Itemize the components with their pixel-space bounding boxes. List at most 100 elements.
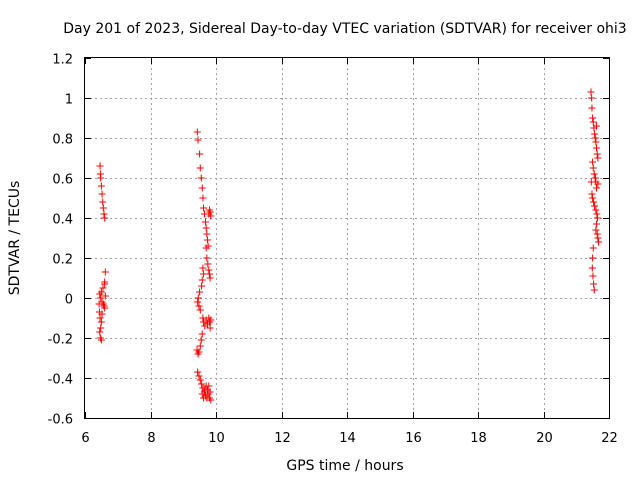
data-point — [593, 230, 601, 238]
data-point — [99, 198, 107, 206]
data-point — [200, 204, 208, 212]
data-point — [588, 94, 596, 102]
data-point — [99, 204, 107, 212]
data-point — [590, 170, 598, 178]
plot-frame — [84, 57, 610, 419]
data-point — [196, 306, 204, 314]
data-point — [593, 210, 601, 218]
y-tick-label: -0.4 — [48, 373, 73, 388]
data-point — [202, 244, 210, 252]
data-point — [204, 260, 212, 268]
data-point — [194, 368, 202, 376]
data-point — [196, 164, 204, 172]
data-point — [590, 286, 598, 294]
data-point — [200, 394, 208, 402]
data-point — [592, 226, 600, 234]
data-point — [98, 190, 106, 198]
data-point — [196, 150, 204, 158]
data-point — [193, 128, 201, 136]
x-tick-label: 16 — [405, 431, 422, 446]
y-tick-label: 1.2 — [52, 53, 73, 68]
y-tick-label: 0.8 — [52, 133, 73, 148]
data-point — [594, 180, 602, 188]
x-tick-label: 6 — [81, 431, 89, 446]
y-tick-label: 0.2 — [52, 253, 73, 268]
data-point — [206, 324, 214, 332]
data-point — [97, 336, 105, 344]
chart-title: Day 201 of 2023, Sidereal Day-to-day VTE… — [63, 21, 626, 37]
data-point — [198, 390, 206, 398]
data-point — [198, 276, 206, 284]
data-point — [99, 284, 107, 292]
data-point — [593, 220, 601, 228]
data-point — [193, 346, 201, 354]
data-point — [96, 314, 104, 322]
data-point — [206, 388, 214, 396]
data-point — [199, 194, 207, 202]
data-point — [98, 310, 106, 318]
x-tick-label: 20 — [536, 431, 553, 446]
data-point — [590, 198, 598, 206]
data-point — [206, 274, 214, 282]
data-point — [101, 214, 109, 222]
data-point — [194, 350, 202, 358]
data-point — [591, 174, 599, 182]
data-point — [589, 244, 597, 252]
data-point — [593, 122, 601, 130]
data-point — [203, 236, 211, 244]
data-point — [588, 104, 596, 112]
data-point — [197, 174, 205, 182]
data-point — [590, 280, 598, 288]
data-point — [97, 174, 105, 182]
data-point — [205, 266, 213, 274]
y-tick-label: -0.6 — [48, 413, 73, 428]
y-tick-label: 0.6 — [52, 173, 73, 188]
y-tick-label: 1 — [65, 93, 73, 108]
data-point — [589, 164, 597, 172]
data-points — [95, 88, 603, 404]
data-point — [196, 342, 204, 350]
data-point — [205, 382, 213, 390]
data-point — [588, 264, 596, 272]
data-point — [593, 144, 601, 152]
data-point — [101, 280, 109, 288]
data-point — [589, 194, 597, 202]
data-point — [100, 302, 108, 310]
data-point — [589, 114, 597, 122]
data-point — [594, 214, 602, 222]
data-point — [101, 268, 109, 276]
data-point — [198, 184, 206, 192]
data-point — [95, 300, 103, 308]
data-point — [589, 254, 597, 262]
data-point — [97, 318, 105, 326]
data-point — [203, 230, 211, 238]
data-point — [199, 264, 207, 272]
data-point — [207, 396, 215, 404]
data-point — [96, 162, 104, 170]
data-point — [196, 376, 204, 384]
x-tick-label: 10 — [208, 431, 225, 446]
data-point — [195, 302, 203, 310]
data-point — [200, 270, 208, 278]
data-point — [97, 182, 105, 190]
data-point — [205, 270, 213, 278]
data-point — [588, 190, 596, 198]
data-point — [207, 212, 215, 220]
data-point — [594, 234, 602, 242]
y-tick-label: -0.2 — [48, 333, 73, 348]
data-point — [194, 136, 202, 144]
x-tick-label: 18 — [470, 431, 487, 446]
data-point — [97, 324, 105, 332]
data-point — [196, 288, 204, 296]
data-point — [592, 206, 600, 214]
data-point — [591, 130, 599, 138]
y-axis-label: SDTVAR / TECUs — [7, 181, 23, 296]
data-point — [101, 292, 109, 300]
data-point — [593, 150, 601, 158]
x-tick-label: 8 — [147, 431, 155, 446]
data-point — [198, 282, 206, 290]
data-point — [589, 272, 597, 280]
data-point — [207, 316, 215, 324]
